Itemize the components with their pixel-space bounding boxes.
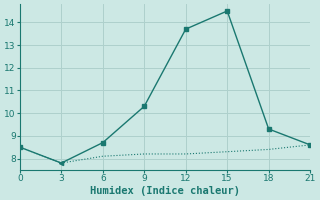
X-axis label: Humidex (Indice chaleur): Humidex (Indice chaleur)	[90, 186, 240, 196]
